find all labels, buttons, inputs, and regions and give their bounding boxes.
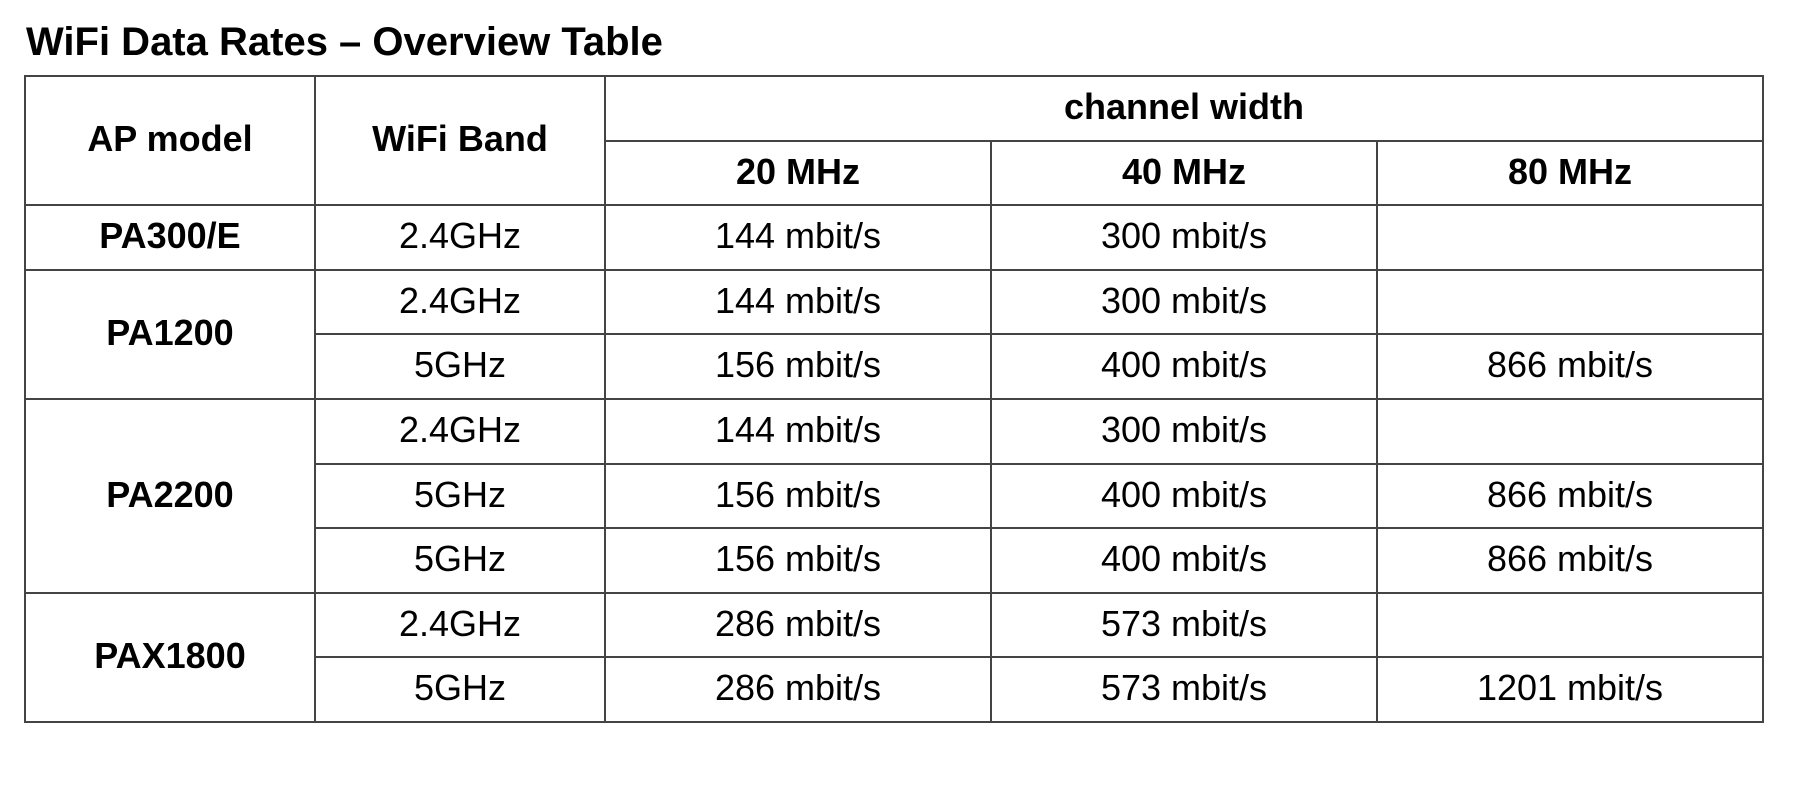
cell-40mhz: 573 mbit/s bbox=[991, 657, 1377, 722]
cell-wifi-band: 2.4GHz bbox=[315, 270, 605, 335]
cell-80mhz: 866 mbit/s bbox=[1377, 464, 1763, 529]
table-header-row-1: AP model WiFi Band channel width bbox=[25, 76, 1763, 141]
cell-40mhz: 400 mbit/s bbox=[991, 334, 1377, 399]
cell-40mhz: 300 mbit/s bbox=[991, 270, 1377, 335]
cell-ap-model: PAX1800 bbox=[25, 593, 315, 722]
table-row: PA300/E 2.4GHz 144 mbit/s 300 mbit/s bbox=[25, 205, 1763, 270]
cell-80mhz: 866 mbit/s bbox=[1377, 334, 1763, 399]
page-title: WiFi Data Rates – Overview Table bbox=[26, 20, 1769, 65]
cell-wifi-band: 5GHz bbox=[315, 528, 605, 593]
cell-20mhz: 144 mbit/s bbox=[605, 205, 991, 270]
cell-20mhz: 286 mbit/s bbox=[605, 657, 991, 722]
cell-40mhz: 400 mbit/s bbox=[991, 464, 1377, 529]
cell-20mhz: 286 mbit/s bbox=[605, 593, 991, 658]
col-header-channel-width-group: channel width bbox=[605, 76, 1763, 141]
cell-20mhz: 144 mbit/s bbox=[605, 270, 991, 335]
cell-40mhz: 300 mbit/s bbox=[991, 399, 1377, 464]
cell-wifi-band: 2.4GHz bbox=[315, 399, 605, 464]
cell-20mhz: 156 mbit/s bbox=[605, 528, 991, 593]
cell-wifi-band: 5GHz bbox=[315, 657, 605, 722]
cell-80mhz bbox=[1377, 205, 1763, 270]
col-header-80mhz: 80 MHz bbox=[1377, 141, 1763, 206]
cell-20mhz: 156 mbit/s bbox=[605, 334, 991, 399]
table-body: PA300/E 2.4GHz 144 mbit/s 300 mbit/s PA1… bbox=[25, 205, 1763, 722]
table-row: PAX1800 2.4GHz 286 mbit/s 573 mbit/s bbox=[25, 593, 1763, 658]
col-header-wifi-band: WiFi Band bbox=[315, 76, 605, 205]
table-row: PA1200 2.4GHz 144 mbit/s 300 mbit/s bbox=[25, 270, 1763, 335]
cell-40mhz: 300 mbit/s bbox=[991, 205, 1377, 270]
col-header-20mhz: 20 MHz bbox=[605, 141, 991, 206]
cell-20mhz: 144 mbit/s bbox=[605, 399, 991, 464]
cell-ap-model: PA2200 bbox=[25, 399, 315, 593]
cell-80mhz bbox=[1377, 270, 1763, 335]
cell-80mhz bbox=[1377, 399, 1763, 464]
cell-wifi-band: 5GHz bbox=[315, 334, 605, 399]
cell-40mhz: 573 mbit/s bbox=[991, 593, 1377, 658]
cell-wifi-band: 2.4GHz bbox=[315, 593, 605, 658]
cell-80mhz: 1201 mbit/s bbox=[1377, 657, 1763, 722]
cell-wifi-band: 5GHz bbox=[315, 464, 605, 529]
col-header-40mhz: 40 MHz bbox=[991, 141, 1377, 206]
cell-80mhz bbox=[1377, 593, 1763, 658]
cell-wifi-band: 2.4GHz bbox=[315, 205, 605, 270]
wifi-rates-table: AP model WiFi Band channel width 20 MHz … bbox=[24, 75, 1764, 723]
cell-80mhz: 866 mbit/s bbox=[1377, 528, 1763, 593]
cell-40mhz: 400 mbit/s bbox=[991, 528, 1377, 593]
cell-ap-model: PA1200 bbox=[25, 270, 315, 399]
cell-20mhz: 156 mbit/s bbox=[605, 464, 991, 529]
table-row: PA2200 2.4GHz 144 mbit/s 300 mbit/s bbox=[25, 399, 1763, 464]
col-header-ap-model: AP model bbox=[25, 76, 315, 205]
cell-ap-model: PA300/E bbox=[25, 205, 315, 270]
